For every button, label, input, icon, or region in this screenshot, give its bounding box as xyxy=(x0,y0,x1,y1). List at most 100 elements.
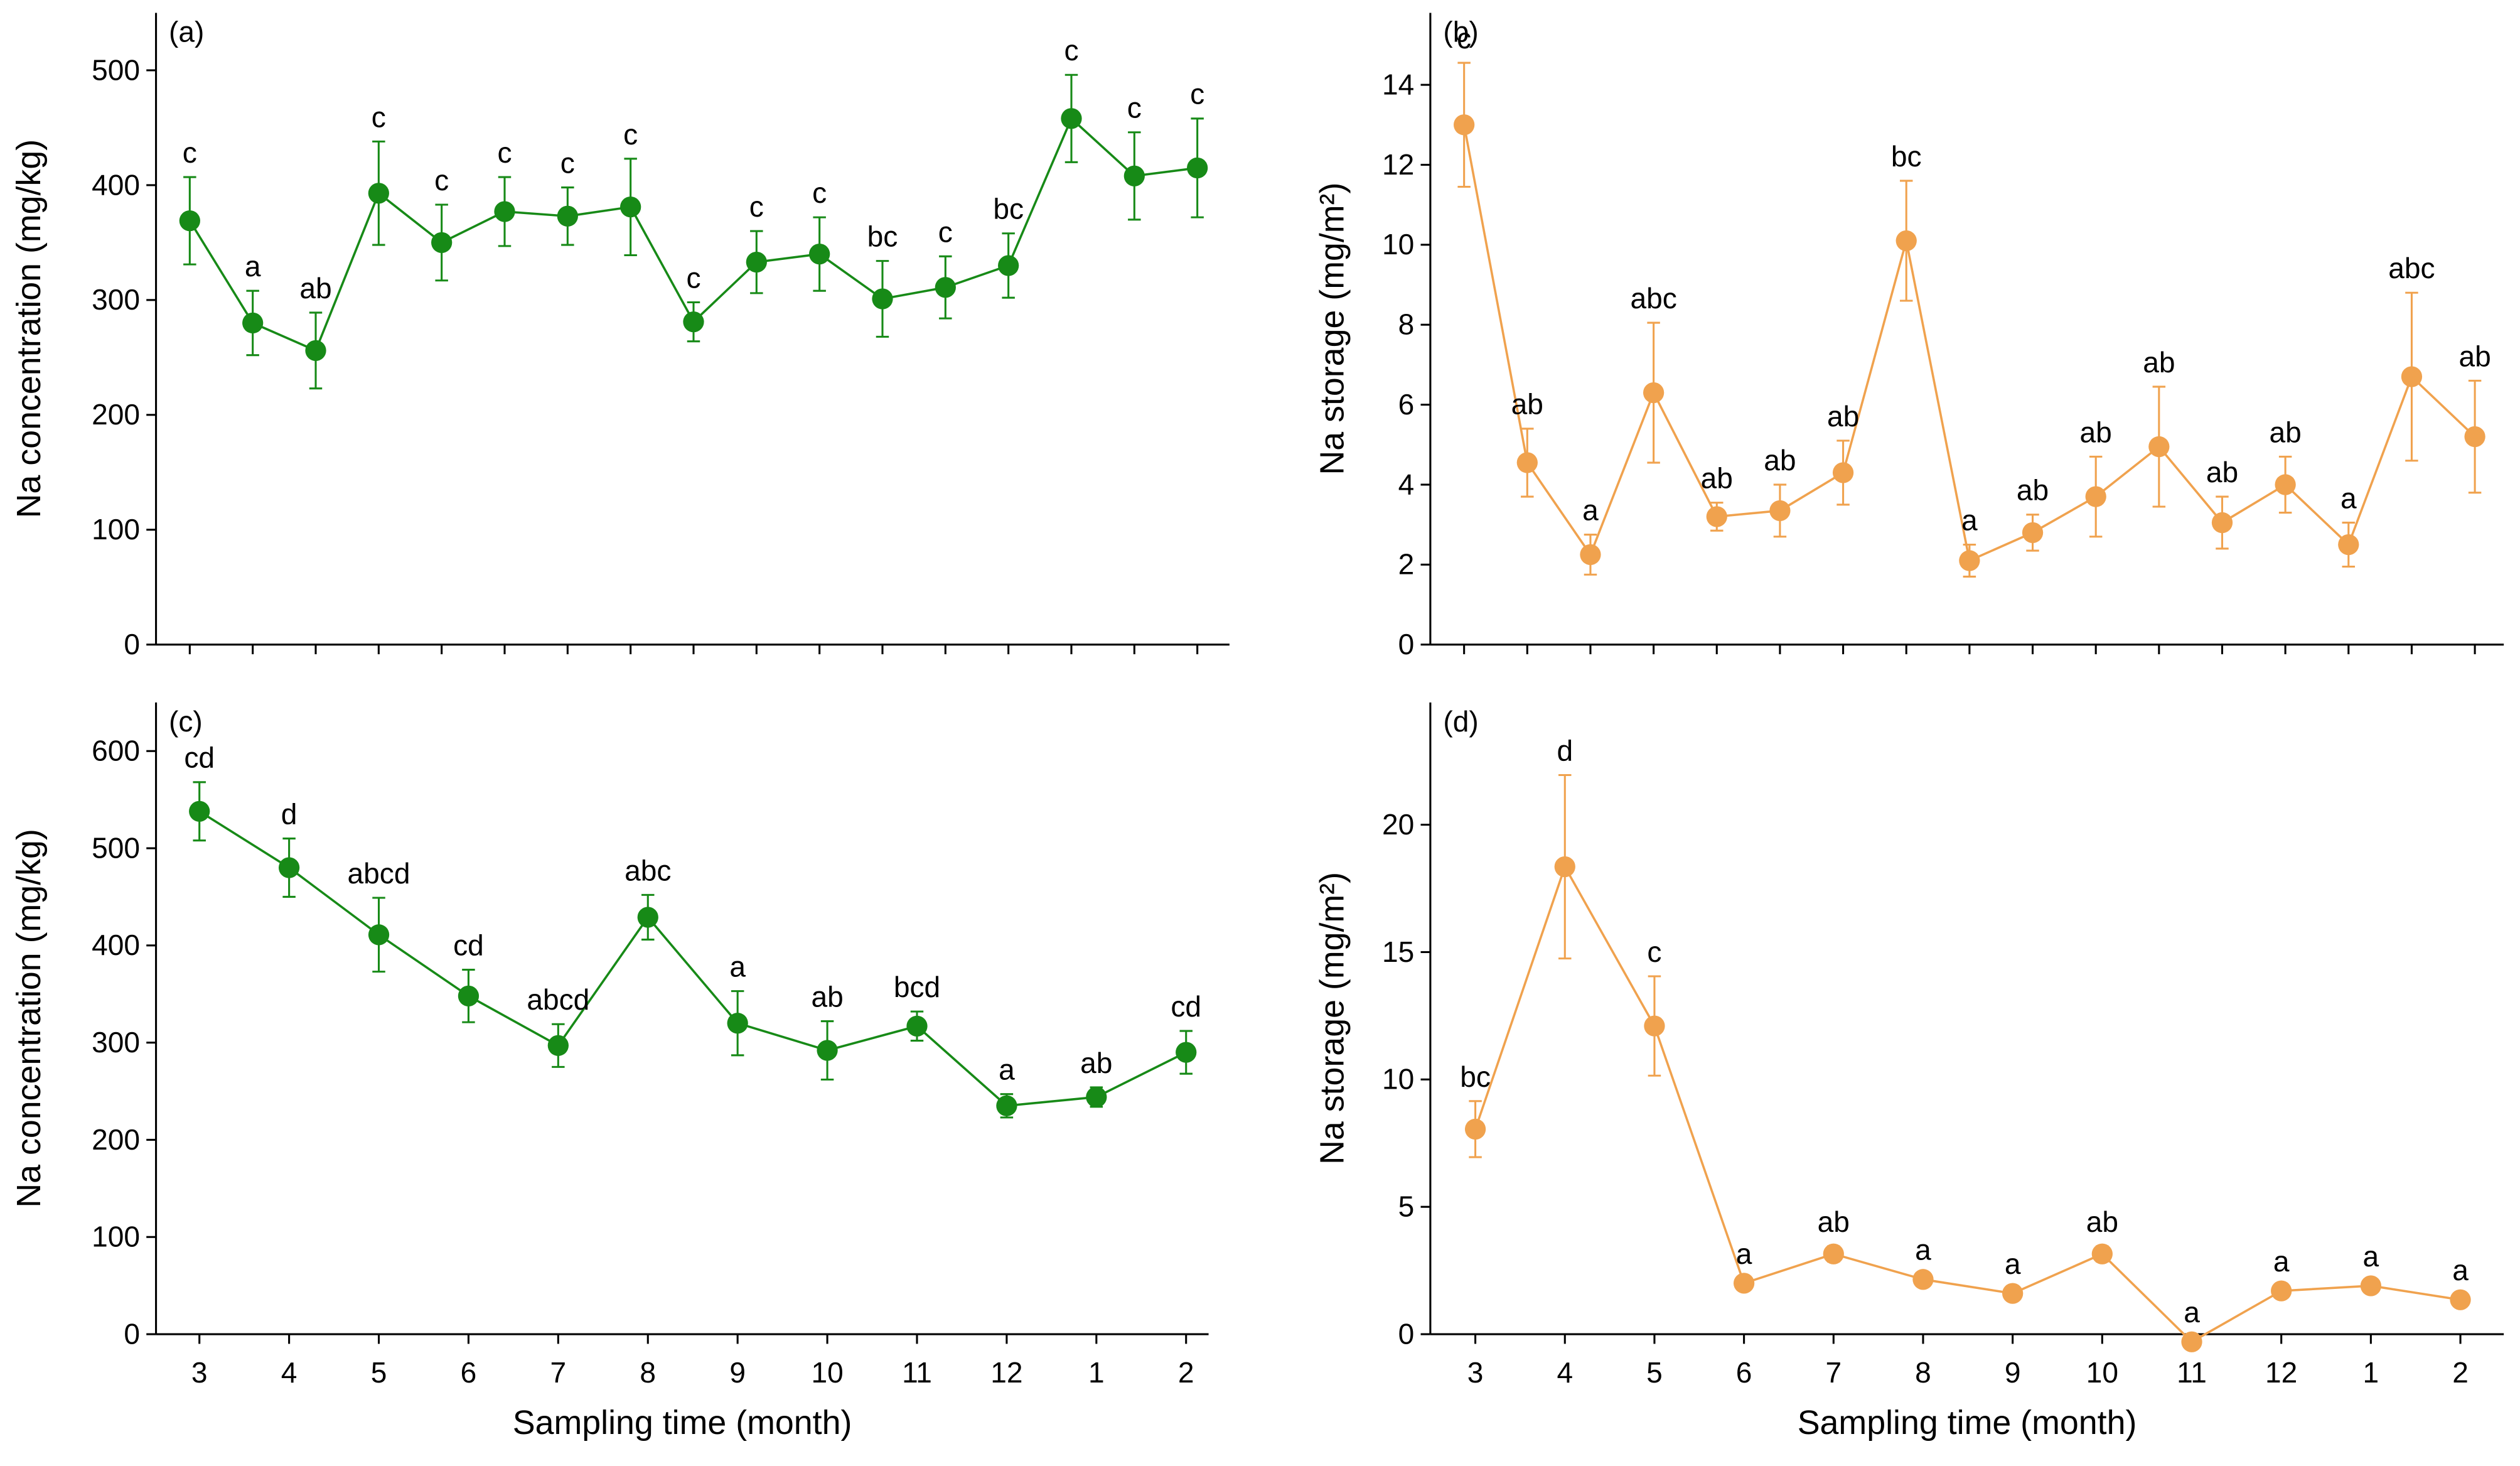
x-tick-label: 12 xyxy=(2265,1356,2297,1389)
marker xyxy=(1061,108,1082,129)
marker xyxy=(242,312,264,334)
x-tick-label: 8 xyxy=(640,1356,656,1389)
significance-label: bc xyxy=(993,193,1024,225)
marker xyxy=(1644,1015,1665,1037)
marker xyxy=(179,210,200,232)
y-tick-label: 300 xyxy=(92,1026,140,1059)
marker xyxy=(1554,856,1575,878)
significance-label: a xyxy=(2340,482,2357,514)
significance-label: a xyxy=(2184,1296,2200,1329)
significance-label: ab xyxy=(1764,444,1796,477)
significance-label: ab xyxy=(2458,340,2491,372)
significance-label: ab xyxy=(1818,1205,1850,1238)
marker xyxy=(1454,114,1475,136)
x-tick-label: 1 xyxy=(2363,1356,2379,1389)
significance-label: ab xyxy=(1511,388,1543,421)
marker xyxy=(278,857,300,878)
significance-label: ab xyxy=(2086,1205,2118,1238)
x-tick-label: 1 xyxy=(1088,1356,1105,1389)
significance-label: a xyxy=(1736,1237,1752,1270)
marker xyxy=(996,1095,1017,1116)
significance-label: c xyxy=(183,136,197,169)
y-tick-label: 4 xyxy=(1398,468,1415,500)
marker xyxy=(368,924,390,946)
marker xyxy=(1706,506,1727,527)
marker xyxy=(1832,462,1854,483)
x-tick-label: 5 xyxy=(1646,1356,1663,1389)
marker xyxy=(872,288,893,310)
x-tick-label: 3 xyxy=(1467,1356,1484,1389)
significance-label: abc xyxy=(625,854,671,887)
significance-label: a xyxy=(2452,1254,2469,1286)
marker xyxy=(2360,1275,2382,1296)
significance-label: bc xyxy=(867,220,898,253)
panel-label: (c) xyxy=(169,705,203,738)
significance-label: ab xyxy=(2143,346,2175,379)
significance-label: c xyxy=(1064,34,1078,67)
x-tick-label: 6 xyxy=(1736,1356,1752,1389)
marker xyxy=(1123,165,1145,186)
significance-label: c xyxy=(434,164,449,197)
marker xyxy=(2464,426,2485,448)
marker xyxy=(1769,500,1791,521)
significance-label: cd xyxy=(453,929,484,962)
marker xyxy=(2271,1280,2292,1302)
marker xyxy=(1176,1042,1197,1063)
data-line xyxy=(198,810,1187,1108)
marker xyxy=(809,244,830,265)
marker xyxy=(2002,1283,2024,1304)
x-tick-label: 4 xyxy=(281,1356,298,1389)
significance-label: abcd xyxy=(348,857,410,890)
significance-label: c xyxy=(938,215,953,248)
marker xyxy=(1580,544,1601,566)
significance-label: abc xyxy=(2388,252,2435,284)
marker xyxy=(637,907,658,928)
y-tick-label: 0 xyxy=(1398,628,1415,660)
y-tick-label: 10 xyxy=(1382,1063,1414,1096)
y-tick-label: 0 xyxy=(1398,1317,1415,1350)
marker xyxy=(2211,512,2233,534)
significance-label: c xyxy=(560,147,575,180)
significance-label: cd xyxy=(1171,990,1201,1023)
marker xyxy=(727,1013,748,1034)
x-tick-label: 9 xyxy=(729,1356,746,1389)
marker xyxy=(1895,230,1917,252)
significance-label: ab xyxy=(2080,416,2112,448)
y-tick-label: 14 xyxy=(1382,68,1414,100)
significance-label: ab xyxy=(2270,416,2302,448)
significance-label: a xyxy=(999,1054,1015,1086)
significance-label: ab xyxy=(1080,1047,1112,1079)
x-tick-label: 5 xyxy=(371,1356,387,1389)
marker xyxy=(458,985,480,1006)
y-axis-label: Na concentration (mg/kg) xyxy=(10,829,48,1207)
marker xyxy=(906,1015,928,1037)
significance-label: c xyxy=(623,118,638,151)
x-tick-label: 10 xyxy=(2086,1356,2118,1389)
significance-label: ab xyxy=(1827,400,1859,433)
data-line xyxy=(1474,864,2461,1344)
marker xyxy=(746,251,767,273)
marker xyxy=(1733,1273,1755,1294)
marker xyxy=(1086,1086,1107,1108)
x-tick-label: 8 xyxy=(1915,1356,1931,1389)
significance-label: a xyxy=(1961,504,1978,536)
significance-label: c xyxy=(1127,92,1142,124)
x-tick-label: 9 xyxy=(2005,1356,2021,1389)
marker xyxy=(2022,522,2044,544)
y-tick-label: 0 xyxy=(124,628,140,660)
x-tick-label: 7 xyxy=(1825,1356,1842,1389)
significance-label: ab xyxy=(811,981,843,1013)
x-axis-label: Sampling time (month) xyxy=(513,1404,852,1442)
significance-label: bc xyxy=(1891,140,1922,173)
marker xyxy=(1516,452,1538,473)
x-tick-label: 3 xyxy=(191,1356,208,1389)
marker xyxy=(431,232,453,254)
significance-label: c xyxy=(812,176,827,209)
marker xyxy=(998,255,1019,276)
significance-label: a xyxy=(1915,1234,1931,1266)
significance-label: a xyxy=(2363,1240,2379,1273)
marker xyxy=(2091,1243,2113,1264)
significance-label: ab xyxy=(299,272,331,305)
marker xyxy=(547,1035,569,1056)
